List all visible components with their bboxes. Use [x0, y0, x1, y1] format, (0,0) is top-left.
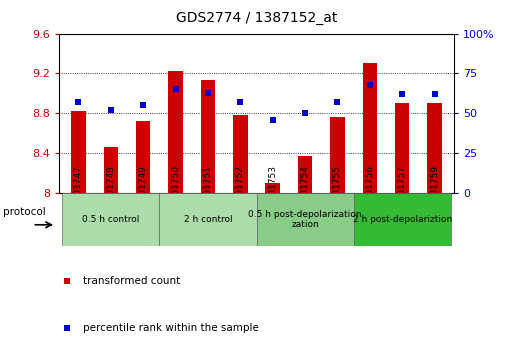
Text: transformed count: transformed count	[83, 276, 180, 286]
Bar	[427, 103, 442, 193]
Text: 0.5 h post-depolarization
zation: 0.5 h post-depolarization zation	[248, 210, 362, 229]
Text: protocol: protocol	[3, 207, 45, 217]
Bar	[330, 117, 345, 193]
Text: 0.5 h control: 0.5 h control	[82, 215, 140, 224]
Text: GSM101747: GSM101747	[74, 165, 83, 221]
Text: GSM101753: GSM101753	[268, 165, 277, 221]
Bar	[62, 193, 160, 246]
Text: GSM101751: GSM101751	[204, 165, 212, 221]
Text: GSM101755: GSM101755	[333, 165, 342, 221]
Bar	[201, 80, 215, 193]
Text: GSM101757: GSM101757	[398, 165, 407, 221]
Bar	[160, 193, 256, 246]
Text: GSM101754: GSM101754	[301, 165, 309, 221]
Text: GSM101756: GSM101756	[365, 165, 374, 221]
Text: GSM101748: GSM101748	[106, 165, 115, 221]
Bar	[71, 111, 86, 193]
Text: GDS2774 / 1387152_at: GDS2774 / 1387152_at	[176, 11, 337, 25]
Bar	[233, 115, 248, 193]
Bar	[363, 63, 377, 193]
Bar	[136, 121, 150, 193]
Bar	[298, 156, 312, 193]
Bar	[168, 72, 183, 193]
Bar	[265, 183, 280, 193]
Text: GSM101752: GSM101752	[236, 165, 245, 221]
Bar	[104, 147, 118, 193]
Text: GSM101759: GSM101759	[430, 165, 439, 221]
Text: percentile rank within the sample: percentile rank within the sample	[83, 323, 259, 333]
Bar	[395, 103, 409, 193]
Text: 2 h control: 2 h control	[184, 215, 232, 224]
Bar	[256, 193, 353, 246]
Bar	[353, 193, 451, 246]
Text: 2 h post-depolariztion: 2 h post-depolariztion	[352, 215, 452, 224]
Text: GSM101749: GSM101749	[139, 165, 148, 221]
Text: GSM101750: GSM101750	[171, 165, 180, 221]
